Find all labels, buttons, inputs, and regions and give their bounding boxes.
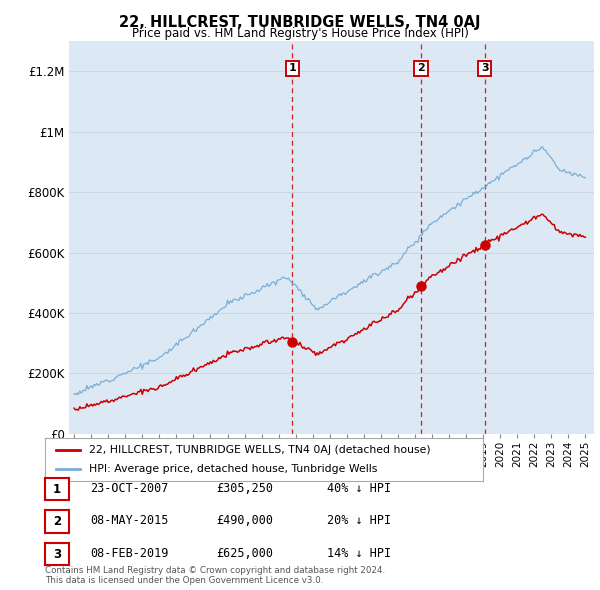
Text: £305,250: £305,250 xyxy=(216,482,273,495)
Text: £490,000: £490,000 xyxy=(216,514,273,527)
Text: Contains HM Land Registry data © Crown copyright and database right 2024.
This d: Contains HM Land Registry data © Crown c… xyxy=(45,566,385,585)
Text: 20% ↓ HPI: 20% ↓ HPI xyxy=(327,514,391,527)
Text: 08-MAY-2015: 08-MAY-2015 xyxy=(90,514,169,527)
Text: £625,000: £625,000 xyxy=(216,547,273,560)
Text: 2: 2 xyxy=(417,64,425,74)
Text: 3: 3 xyxy=(53,548,61,560)
Text: HPI: Average price, detached house, Tunbridge Wells: HPI: Average price, detached house, Tunb… xyxy=(89,464,377,474)
Text: 2: 2 xyxy=(53,515,61,528)
Text: Price paid vs. HM Land Registry's House Price Index (HPI): Price paid vs. HM Land Registry's House … xyxy=(131,27,469,40)
Text: 1: 1 xyxy=(53,483,61,496)
Text: 22, HILLCREST, TUNBRIDGE WELLS, TN4 0AJ (detached house): 22, HILLCREST, TUNBRIDGE WELLS, TN4 0AJ … xyxy=(89,445,430,455)
Text: 22, HILLCREST, TUNBRIDGE WELLS, TN4 0AJ: 22, HILLCREST, TUNBRIDGE WELLS, TN4 0AJ xyxy=(119,15,481,30)
Text: 08-FEB-2019: 08-FEB-2019 xyxy=(90,547,169,560)
Text: 1: 1 xyxy=(289,64,296,74)
Text: 23-OCT-2007: 23-OCT-2007 xyxy=(90,482,169,495)
Text: 40% ↓ HPI: 40% ↓ HPI xyxy=(327,482,391,495)
Text: 3: 3 xyxy=(481,64,489,74)
Text: 14% ↓ HPI: 14% ↓ HPI xyxy=(327,547,391,560)
